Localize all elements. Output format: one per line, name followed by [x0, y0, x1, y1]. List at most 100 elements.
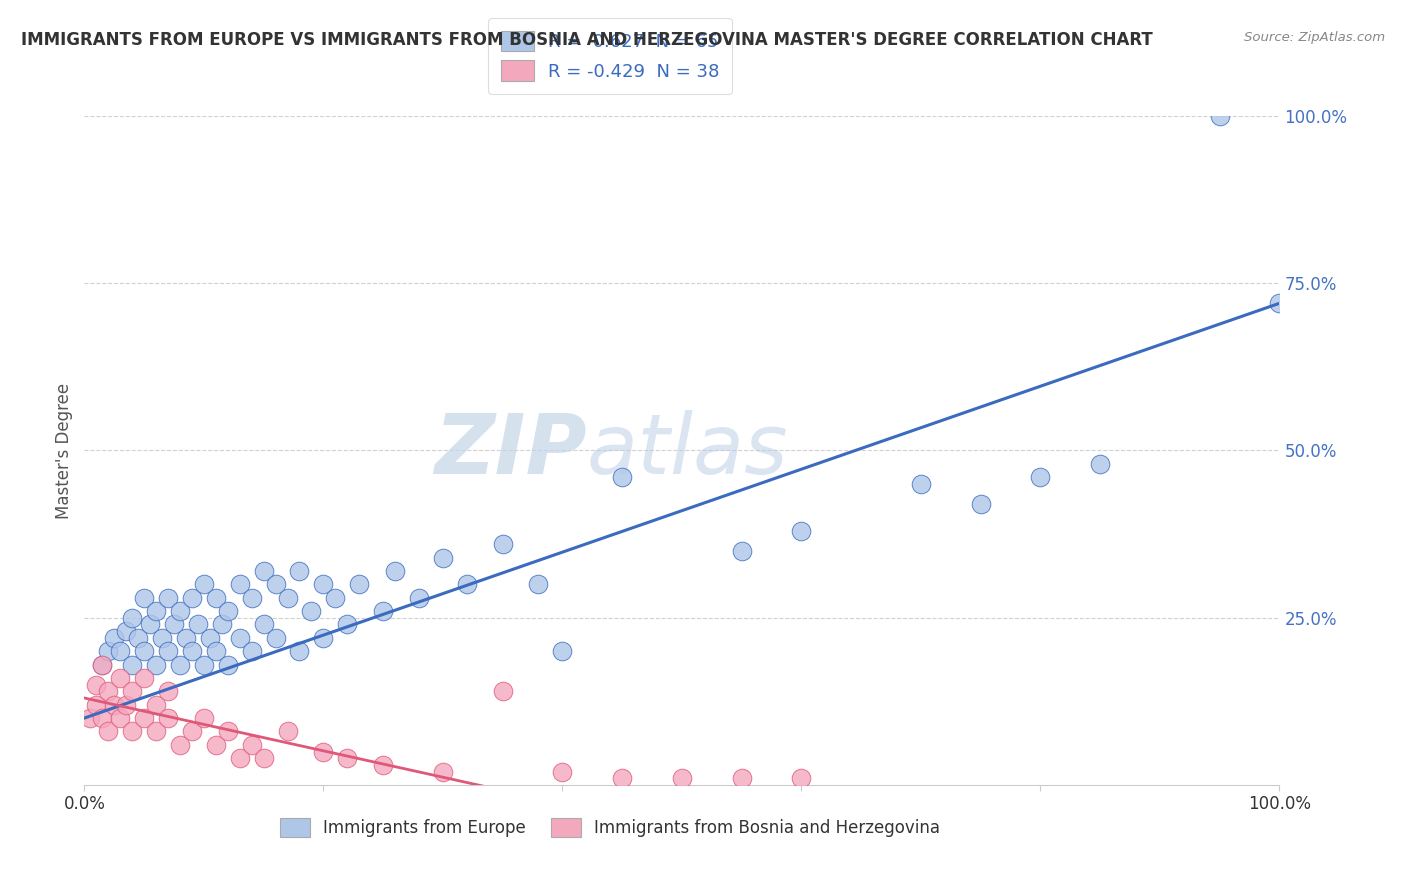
Point: [1209, 109, 1232, 123]
Point: [253, 751, 276, 765]
Point: [132, 644, 156, 658]
Point: [145, 698, 167, 712]
Point: [253, 564, 276, 578]
Point: [91, 657, 114, 672]
Point: [193, 711, 215, 725]
Point: [229, 751, 252, 765]
Point: [551, 764, 574, 779]
Point: [205, 644, 228, 658]
Point: [731, 771, 754, 786]
Point: [181, 724, 204, 739]
Point: [79, 711, 101, 725]
Point: [97, 644, 120, 658]
Point: [217, 657, 239, 672]
Point: [408, 591, 430, 605]
Point: [150, 631, 173, 645]
Point: [115, 624, 138, 639]
Point: [103, 631, 125, 645]
Point: [174, 631, 197, 645]
Point: [127, 631, 149, 645]
Point: [527, 577, 550, 591]
Point: [253, 617, 276, 632]
Point: [910, 476, 932, 491]
Point: [163, 617, 186, 632]
Point: [671, 771, 693, 786]
Point: [731, 544, 754, 558]
Point: [145, 657, 167, 672]
Point: [86, 698, 108, 712]
Point: [373, 758, 395, 772]
Point: [205, 738, 228, 752]
Point: [790, 771, 813, 786]
Y-axis label: Master's Degree: Master's Degree: [55, 383, 73, 518]
Point: [492, 537, 515, 551]
Point: [139, 617, 162, 632]
Point: [97, 724, 120, 739]
Point: [181, 644, 204, 658]
Point: [612, 771, 634, 786]
Legend: Immigrants from Europe, Immigrants from Bosnia and Herzegovina: Immigrants from Europe, Immigrants from …: [273, 811, 948, 844]
Point: [121, 657, 143, 672]
Point: [325, 591, 347, 605]
Point: [301, 604, 323, 618]
Point: [169, 604, 191, 618]
Point: [110, 711, 132, 725]
Point: [1090, 457, 1112, 471]
Point: [121, 684, 143, 698]
Point: [217, 604, 239, 618]
Point: [121, 724, 143, 739]
Point: [193, 577, 215, 591]
Point: [97, 684, 120, 698]
Point: [1029, 470, 1052, 484]
Point: [169, 657, 191, 672]
Point: [115, 698, 138, 712]
Point: [240, 644, 263, 658]
Point: [198, 631, 221, 645]
Point: [456, 577, 478, 591]
Point: [432, 550, 454, 565]
Point: [970, 497, 993, 511]
Point: [110, 644, 132, 658]
Point: [91, 711, 114, 725]
Point: [181, 591, 204, 605]
Point: [121, 611, 143, 625]
Point: [277, 591, 299, 605]
Point: [432, 764, 454, 779]
Point: [384, 564, 406, 578]
Point: [336, 617, 359, 632]
Point: [229, 577, 252, 591]
Point: [612, 470, 634, 484]
Point: [312, 631, 335, 645]
Point: [790, 524, 813, 538]
Point: [1268, 296, 1291, 310]
Point: [103, 698, 125, 712]
Point: [110, 671, 132, 685]
Point: [187, 617, 209, 632]
Point: [217, 724, 239, 739]
Point: [193, 657, 215, 672]
Point: [336, 751, 359, 765]
Point: [145, 724, 167, 739]
Point: [157, 644, 180, 658]
Text: ZIP: ZIP: [433, 410, 586, 491]
Text: Source: ZipAtlas.com: Source: ZipAtlas.com: [1244, 31, 1385, 45]
Point: [492, 684, 515, 698]
Point: [132, 711, 156, 725]
Point: [312, 577, 335, 591]
Point: [373, 604, 395, 618]
Point: [169, 738, 191, 752]
Point: [132, 591, 156, 605]
Point: [264, 577, 287, 591]
Point: [205, 591, 228, 605]
Point: [240, 591, 263, 605]
Text: atlas: atlas: [586, 410, 787, 491]
Point: [277, 724, 299, 739]
Point: [157, 711, 180, 725]
Point: [288, 644, 311, 658]
Point: [240, 738, 263, 752]
Point: [157, 684, 180, 698]
Point: [288, 564, 311, 578]
Point: [132, 671, 156, 685]
Point: [312, 744, 335, 758]
Point: [91, 657, 114, 672]
